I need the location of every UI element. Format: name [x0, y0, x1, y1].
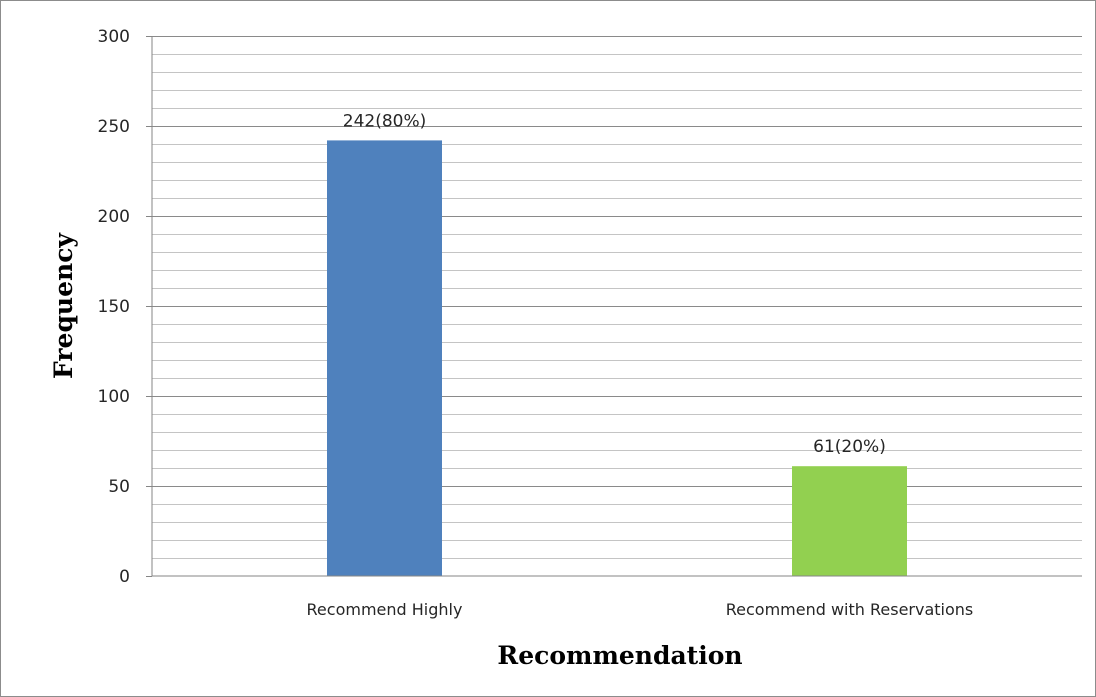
category-labels: Recommend Highly Recommend with Reservati… [307, 600, 974, 619]
grid-lines [146, 36, 1082, 577]
y-tick-labels: 0 50 100 150 200 250 300 [98, 27, 130, 587]
data-label: 242(80%) [343, 111, 427, 131]
y-tick-label: 150 [98, 297, 130, 317]
y-tick-label: 50 [108, 477, 130, 497]
y-tick-label: 300 [98, 27, 130, 47]
y-tick-label: 200 [98, 207, 130, 227]
bar-2 [792, 466, 907, 576]
y-axis-title: Frequency [49, 232, 78, 379]
y-tick-label: 0 [119, 567, 130, 587]
bars [327, 140, 907, 576]
category-label: Recommend Highly [307, 600, 463, 619]
x-axis-title: Recommendation [497, 641, 742, 670]
y-tick-label: 100 [98, 387, 130, 407]
y-tick-label: 250 [98, 117, 130, 137]
category-label: Recommend with Reservations [726, 600, 974, 619]
bar-1 [327, 140, 442, 576]
data-label: 61(20%) [813, 437, 886, 457]
data-labels: 242(80%) 61(20%) [343, 111, 886, 457]
